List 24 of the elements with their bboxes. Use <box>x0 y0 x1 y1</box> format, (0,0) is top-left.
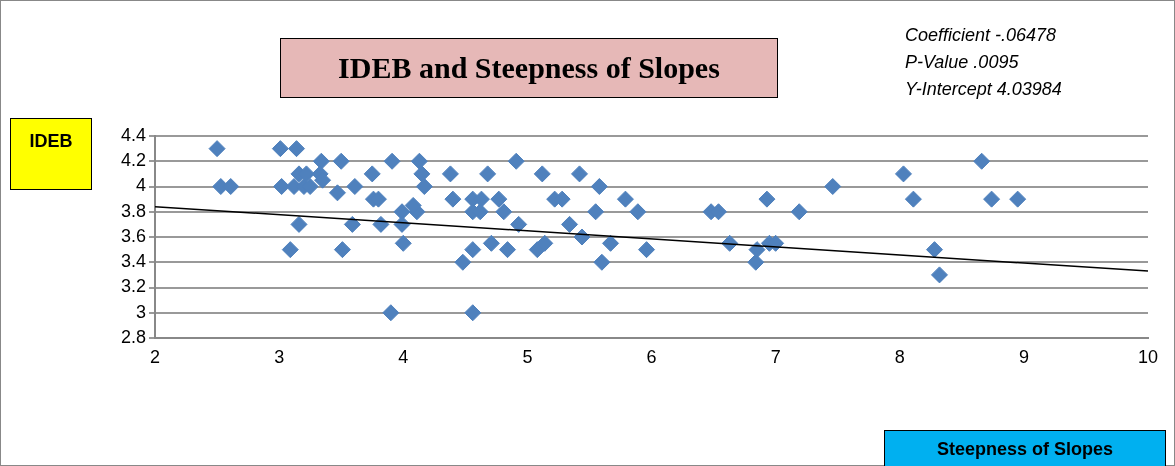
y-tick-label: 3.4 <box>120 251 146 272</box>
text: Y-Intercept 4.03984 <box>905 78 1062 101</box>
y-tick-label: 3.6 <box>120 225 146 246</box>
x-tick-label: 6 <box>646 346 657 367</box>
x-tick-label: 4 <box>398 346 409 367</box>
x-tick-label: 9 <box>1018 346 1029 367</box>
x-tick-label: 8 <box>894 346 905 367</box>
x-tick-label: 5 <box>522 346 533 367</box>
x-tick-label: 10 <box>1137 346 1159 367</box>
chart-title: IDEB and Steepness of Slopes <box>280 38 778 98</box>
x-axis-title: Steepness of Slopes <box>884 430 1166 466</box>
y-tick-label: 4.2 <box>120 150 146 171</box>
y-axis-title: IDEB <box>10 118 92 190</box>
y-tick-label: 4.4 <box>120 124 146 145</box>
text: P-Value .0095 <box>905 51 1020 74</box>
y-tick-label: 3.8 <box>120 200 146 221</box>
x-tick-label: 7 <box>770 346 781 367</box>
y-tick-label: 3.2 <box>120 276 146 297</box>
y-tick-label: 2.8 <box>120 326 146 347</box>
x-tick-label: 3 <box>274 346 285 367</box>
y-tick-label: 4 <box>135 175 146 196</box>
text: Coefficient -.06478 <box>905 24 1058 47</box>
y-tick-label: 3 <box>135 301 146 322</box>
x-tick-label: 2 <box>149 346 161 367</box>
